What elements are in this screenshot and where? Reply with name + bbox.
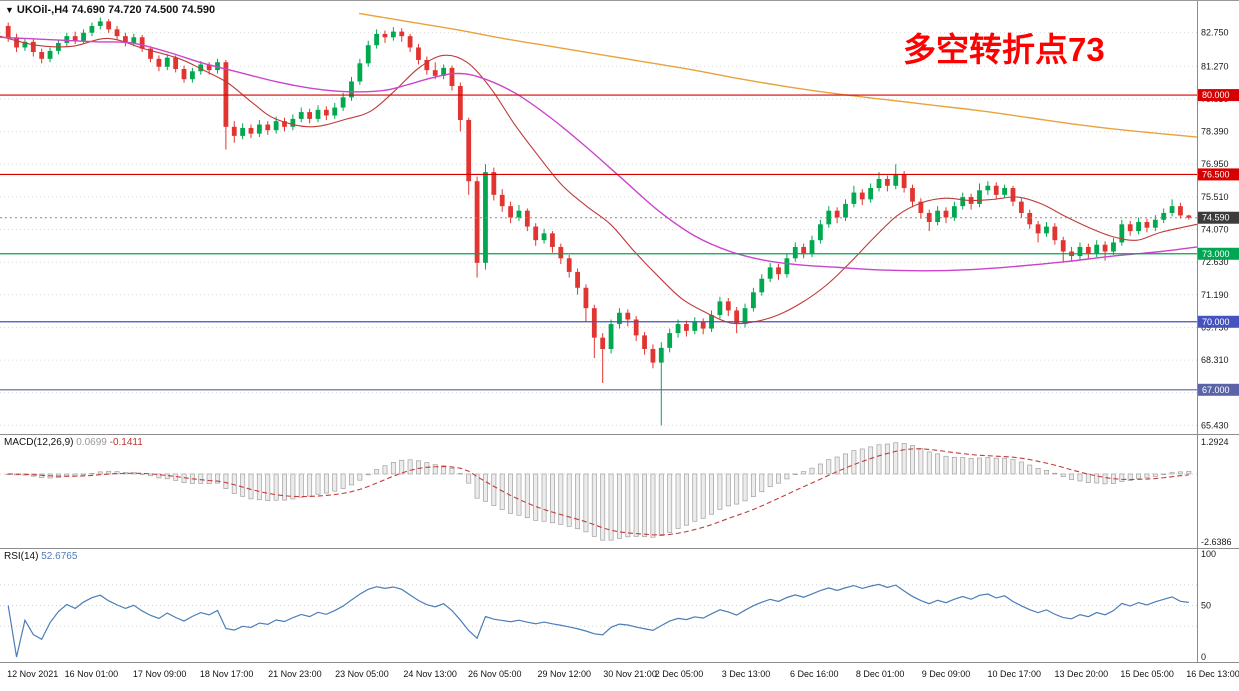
svg-text:72.630: 72.630	[1201, 257, 1229, 267]
time-axis[interactable]: 12 Nov 2021 16 Nov 01:00 17 Nov 09:00 18 No…	[0, 663, 1239, 691]
time-label: 16 Nov 01:00	[64, 669, 119, 679]
time-label: 24 Nov 13:00	[403, 669, 457, 679]
svg-text:70.000: 70.000	[1202, 317, 1230, 327]
rsi-name: RSI(14)	[4, 551, 39, 562]
time-label: 15 Dec 05:00	[1120, 669, 1174, 679]
svg-text:75.510: 75.510	[1201, 192, 1229, 202]
ma-slow-line	[358, 12, 1198, 138]
svg-text:78.390: 78.390	[1201, 127, 1229, 137]
rsi-label: RSI(14) 52.6765	[4, 551, 77, 562]
moving-averages	[0, 12, 1198, 325]
svg-text:74.590: 74.590	[1202, 213, 1230, 223]
svg-text:0: 0	[1201, 652, 1206, 662]
macd-histogram	[5, 442, 1192, 541]
rsi-value: 52.6765	[41, 551, 78, 562]
time-label: 29 Nov 12:00	[537, 669, 591, 679]
annotation-text[interactable]: 多空转折点73	[903, 31, 1105, 68]
ma-mid-line	[0, 36, 1198, 272]
svg-text:80.000: 80.000	[1202, 90, 1230, 100]
main-chart-svg: 82.75081.27079.83078.39076.95075.51074.0…	[0, 1, 1239, 434]
chart-title: ▼ UKOil-,H4 74.690 74.720 74.500 74.590	[5, 4, 215, 16]
svg-text:65.430: 65.430	[1201, 420, 1229, 430]
time-label: 9 Dec 09:00	[921, 669, 971, 679]
time-label: 21 Nov 23:00	[268, 669, 322, 679]
svg-text:68.310: 68.310	[1201, 355, 1229, 365]
svg-text:73.000: 73.000	[1202, 249, 1230, 259]
rsi-svg: 100 50 0	[0, 549, 1216, 662]
time-label: 18 Nov 17:00	[199, 669, 254, 679]
svg-text:74.070: 74.070	[1201, 225, 1229, 235]
time-label: 23 Nov 05:00	[335, 669, 389, 679]
time-label: 6 Dec 16:00	[790, 669, 839, 679]
time-label: 17 Nov 09:00	[132, 669, 187, 679]
svg-text:100: 100	[1201, 549, 1216, 559]
svg-text:-2.6386: -2.6386	[1201, 537, 1232, 547]
macd-signal-line	[8, 448, 1189, 536]
svg-text:76.500: 76.500	[1202, 169, 1230, 179]
svg-text:1.2924: 1.2924	[1201, 437, 1229, 447]
rsi-line	[7, 583, 1189, 658]
macd-svg: 1.2924 -2.6386	[0, 435, 1232, 548]
ma-fast-line	[0, 35, 1198, 325]
svg-text:50: 50	[1201, 601, 1211, 611]
time-label: 2 Dec 05:00	[654, 669, 704, 679]
macd-name: MACD(12,26,9)	[4, 437, 74, 448]
horizontal-levels[interactable]: 80.000 76.500 73.000 70.000 67.000	[0, 89, 1239, 396]
time-label: 8 Dec 01:00	[855, 669, 905, 679]
svg-text:81.270: 81.270	[1201, 61, 1229, 71]
time-label: 30 Nov 21:00	[603, 669, 657, 679]
svg-text:76.950: 76.950	[1201, 159, 1229, 169]
time-label: 26 Nov 05:00	[468, 669, 522, 679]
macd-panel[interactable]: 1.2924 -2.6386 MACD(12,26,9) 0.0699 -0.14…	[0, 435, 1239, 549]
time-label: 3 Dec 13:00	[721, 669, 771, 679]
rsi-panel[interactable]: 100 50 0 RSI(14) 52.6765	[0, 549, 1239, 663]
time-label: 12 Nov 2021	[7, 669, 59, 679]
candlesticks	[5, 17, 1192, 426]
macd-main-value: 0.0699	[76, 437, 107, 448]
svg-text:82.750: 82.750	[1201, 28, 1229, 38]
macd-signal-value: -0.1411	[109, 437, 143, 448]
macd-label: MACD(12,26,9) 0.0699 -0.1411	[4, 437, 143, 448]
current-price-tag: 74.590	[0, 211, 1239, 224]
chart-title-text: UKOil-,H4 74.690 74.720 74.500 74.590	[16, 4, 216, 16]
chart-shift-icon[interactable]: ▼	[5, 5, 14, 15]
time-label: 10 Dec 17:00	[987, 669, 1042, 679]
svg-text:67.000: 67.000	[1202, 385, 1230, 395]
main-chart-panel[interactable]: 82.75081.27079.83078.39076.95075.51074.0…	[0, 1, 1239, 435]
time-label: 13 Dec 20:00	[1054, 669, 1109, 679]
time-label: 16 Dec 13:00	[1186, 669, 1239, 679]
svg-text:71.190: 71.190	[1201, 290, 1229, 300]
